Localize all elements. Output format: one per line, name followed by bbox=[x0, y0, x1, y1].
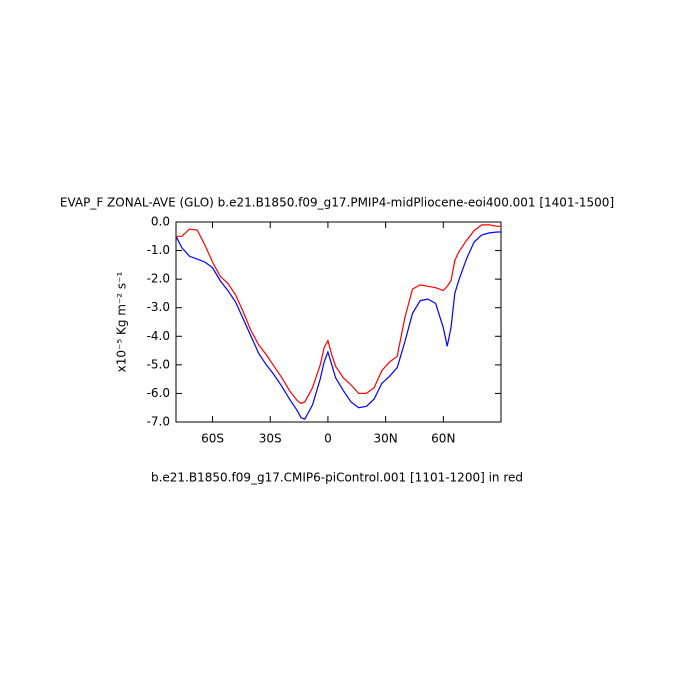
y-tick-label: -2.0 bbox=[147, 272, 170, 286]
y-tick-label: -1.0 bbox=[147, 243, 170, 257]
x-tick-label: 60N bbox=[431, 432, 455, 446]
y-tick-label: -3.0 bbox=[147, 300, 170, 314]
y-tick-label: -4.0 bbox=[147, 329, 170, 343]
x-tick-label: 60S bbox=[201, 432, 224, 446]
y-tick-label: 0.0 bbox=[151, 215, 170, 229]
y-axis-label: x10⁻⁵ Kg m⁻² s⁻¹ bbox=[115, 271, 129, 372]
y-tick-label: -5.0 bbox=[147, 357, 170, 371]
data-line bbox=[175, 231, 501, 420]
chart-title: EVAP_F ZONAL-AVE (GLO) b.e21.B1850.f09_g… bbox=[60, 196, 614, 210]
x-tick-label: 30S bbox=[259, 432, 282, 446]
x-tick-label: 0 bbox=[324, 432, 332, 446]
x-tick-label: 30N bbox=[373, 432, 397, 446]
plot-frame bbox=[175, 221, 502, 423]
y-tick-label: -7.0 bbox=[147, 415, 170, 429]
data-line bbox=[176, 224, 501, 405]
chart-subtitle: b.e21.B1850.f09_g17.CMIP6-piControl.001 … bbox=[151, 471, 523, 485]
y-tick-label: -6.0 bbox=[147, 386, 170, 400]
